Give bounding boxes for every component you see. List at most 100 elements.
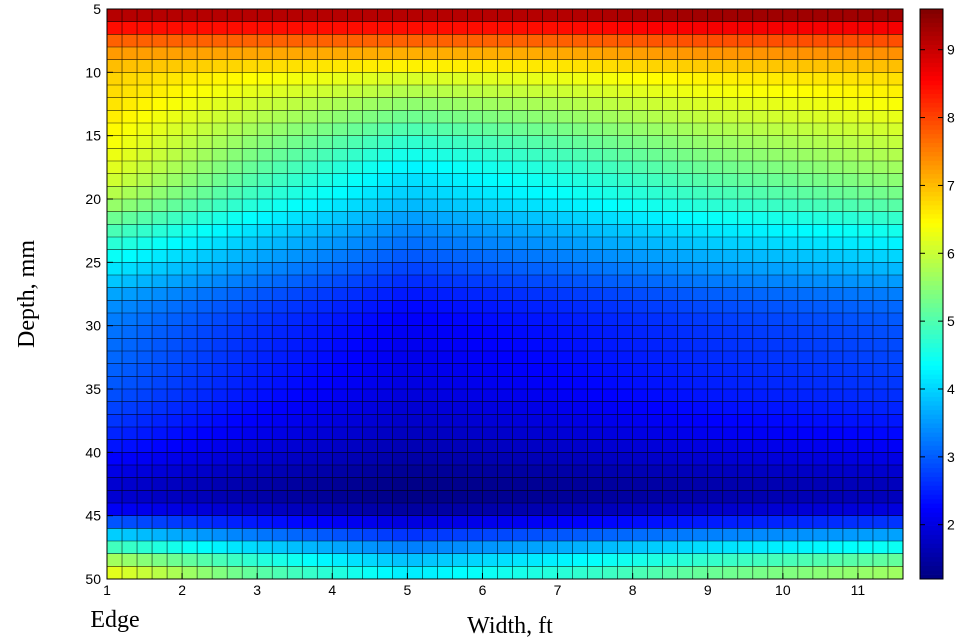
heatmap-cell (437, 477, 453, 491)
heatmap-cell (497, 161, 513, 174)
heatmap-cell (467, 34, 483, 48)
heatmap-cell (797, 199, 814, 212)
heatmap-cell (272, 97, 288, 111)
heatmap-cell (737, 503, 754, 516)
heatmap-cell (227, 439, 243, 453)
heatmap-cell (647, 439, 663, 453)
heatmap-cell (137, 97, 153, 111)
heatmap-cell (377, 325, 393, 339)
heatmap-cell (137, 363, 153, 377)
heatmap-cell (632, 287, 648, 301)
heatmap-cell (137, 224, 153, 238)
heatmap-cell (662, 21, 679, 35)
heatmap-cell (527, 161, 543, 174)
heatmap-cell (767, 566, 784, 580)
heatmap-cell (437, 389, 453, 402)
heatmap-cell (722, 528, 739, 542)
heatmap-cell (602, 515, 618, 529)
heatmap-cell (422, 363, 438, 377)
heatmap-cell (872, 59, 889, 73)
heatmap-cell (692, 389, 709, 402)
heatmap-cell (662, 376, 679, 390)
heatmap-cell (242, 313, 258, 326)
heatmap-cell (407, 351, 423, 364)
heatmap-cell (362, 351, 378, 364)
colorbar-swatch (920, 521, 943, 526)
colorbar-swatch (920, 222, 943, 228)
heatmap-cell (182, 262, 198, 276)
heatmap-cell (692, 9, 709, 22)
heatmap-cell (842, 515, 859, 529)
heatmap-cell (287, 465, 303, 478)
heatmap-cell (347, 148, 363, 162)
heatmap-cell (392, 566, 408, 580)
heatmap-cell (812, 452, 829, 466)
colorbar-swatch (920, 427, 943, 433)
heatmap-cell (527, 465, 543, 478)
heatmap-cell (482, 135, 498, 149)
heatmap-cell (227, 313, 243, 326)
heatmap-cell (572, 401, 588, 415)
heatmap-cell (722, 47, 739, 60)
heatmap-cell (617, 237, 633, 250)
heatmap-cell (617, 439, 633, 453)
heatmap-cell (602, 363, 618, 377)
heatmap-cell (257, 465, 273, 478)
heatmap-cell (767, 72, 784, 86)
colorbar-swatch (920, 302, 943, 308)
heatmap-cell (647, 515, 663, 529)
heatmap-cell (812, 173, 829, 187)
heatmap-cell (512, 363, 528, 377)
heatmap-cell (122, 477, 138, 491)
heatmap-cell (497, 59, 513, 73)
heatmap-cell (572, 237, 588, 250)
heatmap-cell (857, 97, 874, 111)
heatmap-cell (527, 287, 543, 301)
heatmap-cell (707, 401, 724, 415)
colorbar-swatch (920, 547, 943, 553)
heatmap-cell (302, 186, 318, 200)
heatmap-cell (152, 553, 168, 567)
heatmap-cell (122, 553, 138, 567)
heatmap-cell (677, 59, 694, 73)
heatmap-cell (512, 34, 528, 48)
y-tick-label: 10 (85, 64, 101, 80)
heatmap-cell (287, 275, 303, 288)
heatmap-cell (347, 389, 363, 402)
heatmap-cell (527, 249, 543, 263)
heatmap-cell (212, 287, 228, 301)
heatmap-cell (362, 503, 378, 516)
heatmap-cell (782, 72, 799, 86)
heatmap-cell (692, 313, 709, 326)
heatmap-cell (272, 186, 288, 200)
heatmap-cell (257, 249, 273, 263)
heatmap-cell (797, 490, 814, 504)
heatmap-cell (557, 97, 573, 111)
heatmap-cell (572, 135, 588, 149)
heatmap-cell (497, 490, 513, 504)
heatmap-cell (167, 85, 183, 98)
heatmap-cell (422, 85, 438, 98)
heatmap-cell (317, 199, 333, 212)
heatmap-cell (782, 148, 799, 162)
heatmap-cell (767, 477, 784, 491)
heatmap-cell (392, 249, 408, 263)
heatmap-cell (362, 528, 378, 542)
heatmap-cell (797, 351, 814, 364)
heatmap-cell (287, 503, 303, 516)
heatmap-cell (632, 72, 648, 86)
heatmap-cell (362, 338, 378, 352)
heatmap-cell (242, 186, 258, 200)
heatmap-cell (857, 85, 874, 98)
heatmap-cell (422, 351, 438, 364)
heatmap-cell (362, 249, 378, 263)
heatmap-cell (887, 465, 904, 478)
heatmap-cell (197, 325, 213, 339)
colorbar-swatch (920, 338, 943, 344)
heatmap-cell (707, 503, 724, 516)
heatmap-cell (512, 47, 528, 60)
heatmap-cell (812, 9, 829, 22)
heatmap-cell (467, 351, 483, 364)
heatmap-cell (452, 401, 468, 415)
heatmap-cell (377, 275, 393, 288)
